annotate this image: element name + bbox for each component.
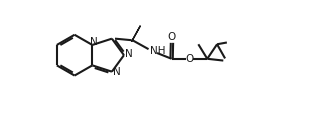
Text: N: N — [113, 67, 121, 77]
Text: O: O — [185, 54, 194, 64]
Polygon shape — [132, 26, 140, 42]
Text: O: O — [168, 33, 176, 42]
Text: NH: NH — [150, 46, 166, 56]
Text: N: N — [90, 37, 98, 47]
Text: N: N — [125, 49, 133, 59]
